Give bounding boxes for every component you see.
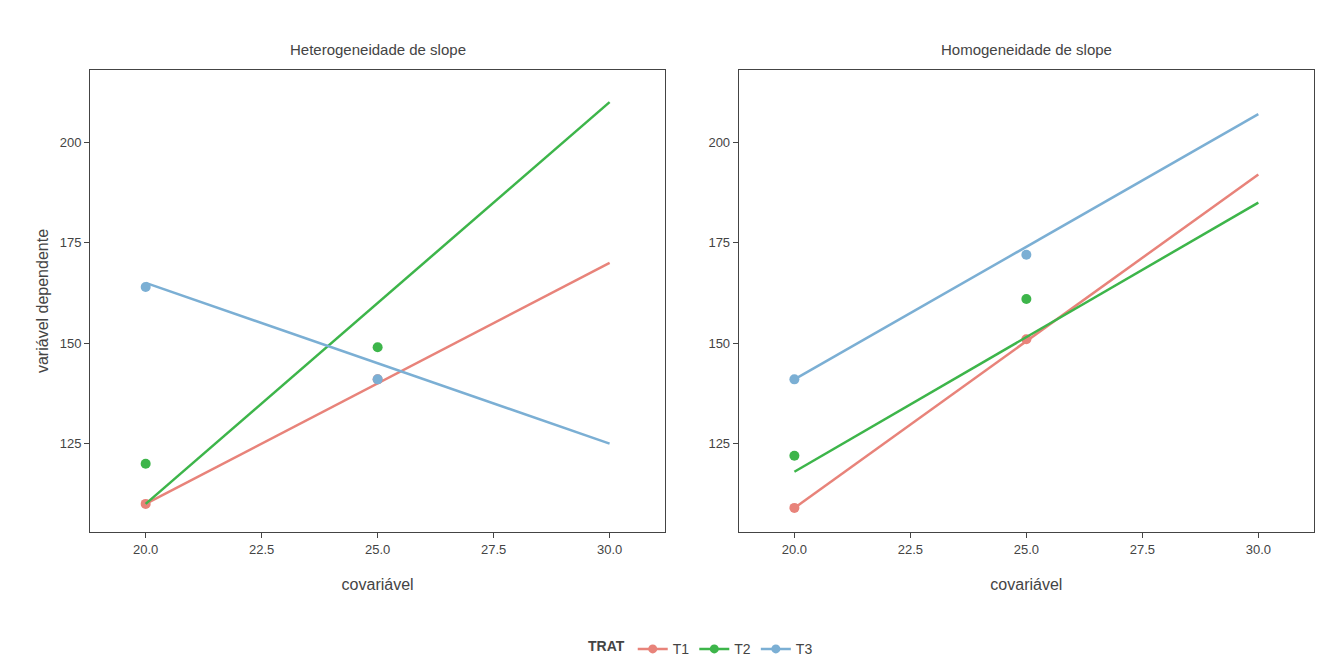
- svg-text:200: 200: [60, 135, 82, 150]
- svg-text:20.0: 20.0: [133, 542, 158, 557]
- svg-text:T2: T2: [734, 641, 751, 657]
- svg-text:covariável: covariável: [990, 576, 1062, 593]
- svg-text:TRAT: TRAT: [588, 638, 625, 654]
- svg-text:25.0: 25.0: [1014, 542, 1039, 557]
- svg-text:25.0: 25.0: [365, 542, 390, 557]
- svg-text:175: 175: [60, 235, 82, 250]
- svg-text:22.5: 22.5: [249, 542, 274, 557]
- svg-text:variável dependente: variável dependente: [34, 229, 51, 373]
- svg-text:30.0: 30.0: [597, 542, 622, 557]
- svg-text:covariável: covariável: [342, 576, 414, 593]
- svg-text:20.0: 20.0: [782, 542, 807, 557]
- svg-text:175: 175: [708, 235, 730, 250]
- svg-text:T3: T3: [796, 641, 813, 657]
- svg-text:125: 125: [708, 436, 730, 451]
- svg-text:T1: T1: [673, 641, 690, 657]
- svg-text:150: 150: [708, 336, 730, 351]
- svg-text:22.5: 22.5: [898, 542, 923, 557]
- svg-text:Heterogeneidade de slope: Heterogeneidade de slope: [290, 41, 466, 58]
- svg-text:Homogeneidade de slope: Homogeneidade de slope: [941, 41, 1112, 58]
- svg-text:27.5: 27.5: [481, 542, 506, 557]
- svg-text:125: 125: [60, 436, 82, 451]
- svg-text:200: 200: [708, 135, 730, 150]
- svg-text:27.5: 27.5: [1130, 542, 1155, 557]
- svg-text:30.0: 30.0: [1246, 542, 1271, 557]
- svg-text:150: 150: [60, 336, 82, 351]
